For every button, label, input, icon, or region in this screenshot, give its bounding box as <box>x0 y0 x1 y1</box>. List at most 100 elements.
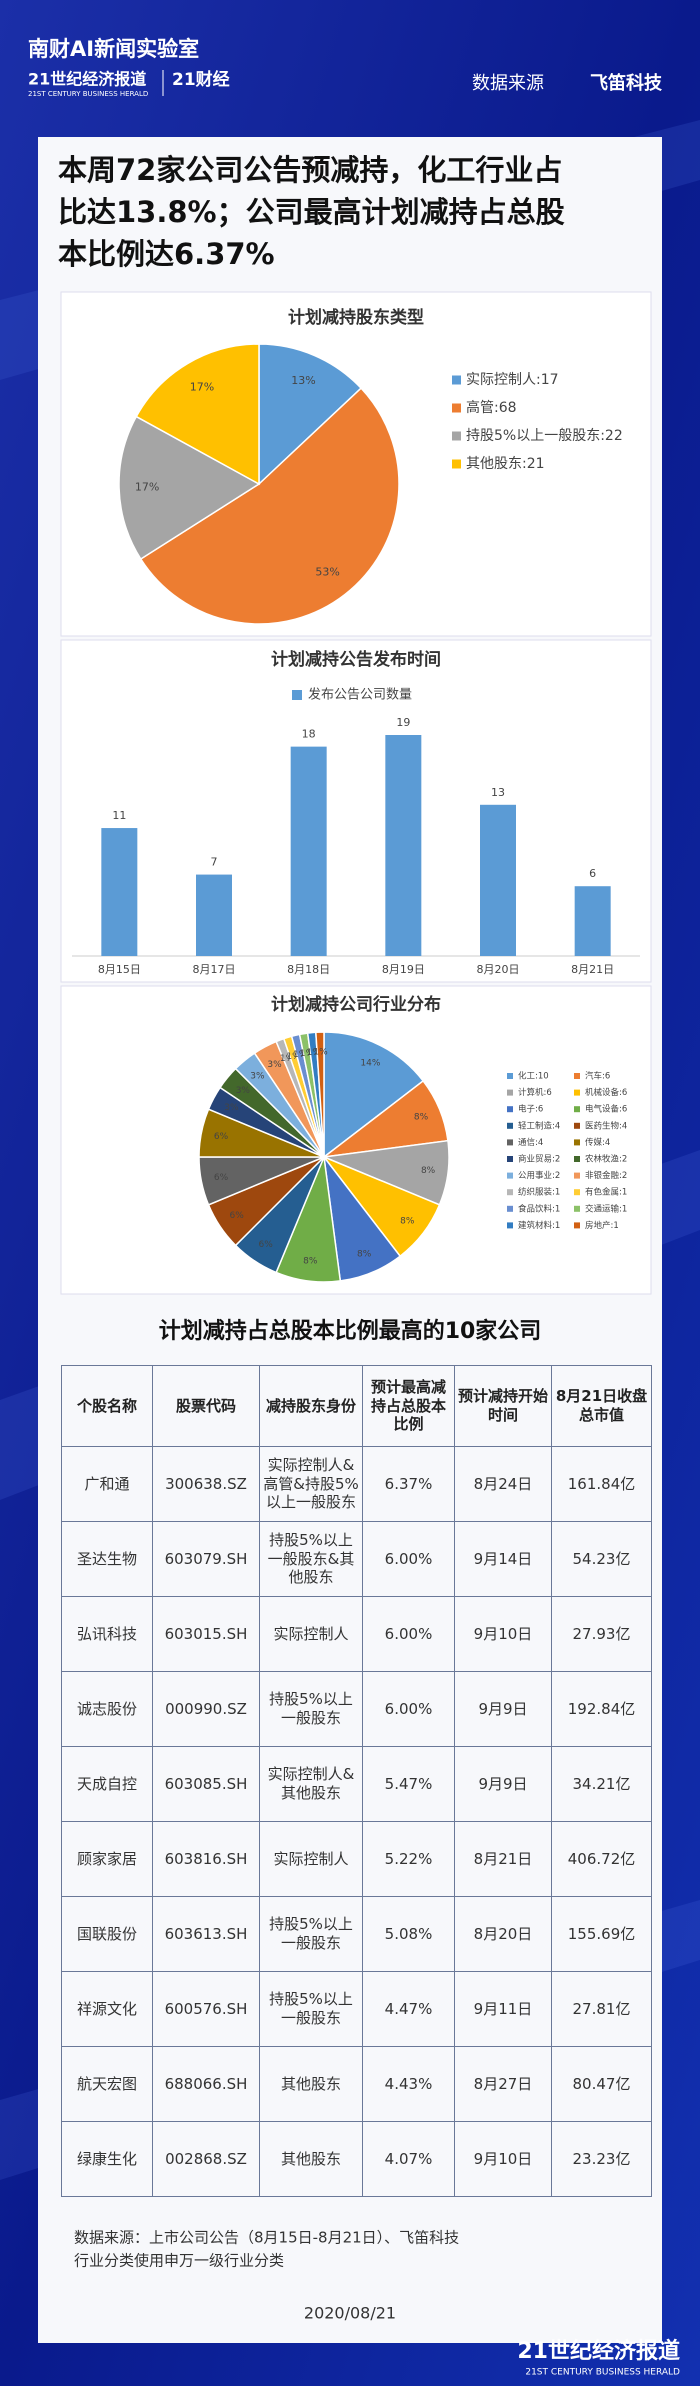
table-row: 顾家家居 603816.SH 实际控制人 5.22% 8月21日 406.72亿 <box>61 1821 652 1897</box>
data-table: 个股名称 股票代码 减持股东身份 预计最高减持占总股本比例 预计减持开始时间 8月21日收… <box>61 1365 652 2197</box>
table-cell: 9月11日 <box>454 1971 552 2047</box>
table-cell: 4.07% <box>362 2121 455 2197</box>
table-cell: 实际控制人&高管&持股5%以上一般股东 <box>259 1446 363 1522</box>
slice-label: 1% <box>286 1052 301 1062</box>
legend-swatch <box>574 1156 580 1162</box>
x-tick-label: 8月21日 <box>571 963 614 976</box>
table-row: 祥源文化 600576.SH 持股5%以上一般股东 4.47% 9月11日 27.81亿 <box>61 1971 652 2047</box>
legend-label: 化工:10 <box>518 1071 549 1082</box>
table-cell: 5.47% <box>362 1746 455 1822</box>
table-cell: 弘讯科技 <box>61 1596 153 1672</box>
slice-label: 14% <box>360 1058 380 1068</box>
slice-label: 1% <box>280 1054 295 1064</box>
table-cell: 6.00% <box>362 1596 455 1672</box>
bar <box>290 746 327 956</box>
slice-label: 1% <box>307 1048 322 1058</box>
bar <box>101 828 138 956</box>
bar-value: 13 <box>491 786 505 799</box>
table-cell: 4.43% <box>362 2046 455 2122</box>
pie-slice <box>315 1031 325 1158</box>
legend-swatch <box>574 1089 580 1096</box>
panel <box>60 639 652 983</box>
legend-label: 实际控制人:17 <box>466 372 559 388</box>
x-tick-label: 8月20日 <box>477 963 520 976</box>
table-row: 诚志股份 000990.SZ 持股5%以上一般股东 6.00% 9月9日 192.84亿 <box>61 1671 652 1747</box>
legend-label: 纺织服装:1 <box>518 1187 560 1198</box>
legend-swatch <box>507 1222 513 1229</box>
table-cell: 34.21亿 <box>551 1746 652 1822</box>
table-cell: 实际控制人&其他股东 <box>259 1746 363 1822</box>
column-header: 预计最高减持占总股本比例 <box>362 1365 455 1447</box>
table-cell: 祥源文化 <box>61 1971 153 2047</box>
watermark-en: 21ST CENTURY BUSINESS HERALD <box>525 2368 680 2378</box>
table-row: 弘讯科技 603015.SH 实际控制人 6.00% 9月10日 27.93亿 <box>61 1596 652 1672</box>
slice-label: 8% <box>357 1250 372 1260</box>
source-note: 数据来源：上市公司公告（8月15日-8月21日）、飞笛科技 <box>74 2229 459 2247</box>
legend-swatch <box>452 375 461 385</box>
table-cell: 9月14日 <box>454 1521 552 1597</box>
slice-label: 8% <box>414 1112 429 1122</box>
table-cell: 持股5%以上一般股东&其他股东 <box>259 1521 363 1597</box>
table-cell: 603816.SH <box>152 1821 260 1897</box>
legend-label: 高管:68 <box>466 399 517 416</box>
table-cell: 8月21日 <box>454 1821 552 1897</box>
slice-label: 13% <box>291 374 315 387</box>
legend-swatch <box>507 1189 513 1196</box>
table-cell: 8月20日 <box>454 1896 552 1972</box>
lab-name: 南财AI新闻实验室 <box>28 37 199 61</box>
table-cell: 天成自控 <box>61 1746 153 1822</box>
legend-swatch <box>452 459 461 469</box>
table-cell: 5.22% <box>362 1821 455 1897</box>
table-cell: 27.81亿 <box>551 1971 652 2047</box>
table-body: 广和通 300638.SZ 实际控制人&高管&持股5%以上一般股东 6.37% 8月24… <box>61 1446 652 2197</box>
slice-label: 17% <box>135 481 159 494</box>
slice-label: 1% <box>300 1049 315 1059</box>
legend-swatch <box>507 1106 513 1113</box>
table-cell: 406.72亿 <box>551 1821 652 1897</box>
table-cell: 诚志股份 <box>61 1671 153 1747</box>
table-cell: 绿康生化 <box>61 2121 153 2197</box>
table-cell: 顾家家居 <box>61 1821 153 1897</box>
legend-label: 房地产:1 <box>585 1220 619 1231</box>
table-cell: 192.84亿 <box>551 1671 652 1747</box>
legend-swatch <box>574 1222 580 1229</box>
slice-label: 53% <box>315 565 339 578</box>
table-row: 广和通 300638.SZ 实际控制人&高管&持股5%以上一般股东 6.37% 8月24… <box>61 1446 652 1522</box>
pie-slice <box>135 343 260 486</box>
source-brand: 飞笛科技 <box>590 72 663 94</box>
bar <box>480 804 516 956</box>
brand-en: 21ST CENTURY BUSINESS HERALD <box>28 90 148 98</box>
pie-slice <box>323 1031 425 1159</box>
table-cell: 6.37% <box>362 1446 455 1522</box>
table-cell: 155.69亿 <box>551 1896 652 1972</box>
title-line: 比达13.8%；公司最高计划减持占总股 <box>58 195 565 229</box>
legend-swatch <box>574 1139 580 1146</box>
slice-label: 3% <box>236 1086 251 1096</box>
legend-label: 计算机:6 <box>518 1087 552 1098</box>
table-row: 天成自控 603085.SH 实际控制人&其他股东 5.47% 9月9日 34.21亿 <box>61 1746 652 1822</box>
bar-value: 19 <box>396 716 410 729</box>
chart-title: 计划减持股东类型 <box>288 307 424 328</box>
table-row: 航天宏图 688066.SH 其他股东 4.43% 8月27日 80.47亿 <box>61 2046 652 2122</box>
pie-slice <box>139 387 400 625</box>
table-cell: 6.00% <box>362 1671 455 1747</box>
legend-label: 农林牧渔:2 <box>585 1154 627 1165</box>
legend-swatch <box>507 1073 513 1079</box>
table-cell: 23.23亿 <box>551 2121 652 2197</box>
legend-label: 医药生物:4 <box>585 1120 627 1131</box>
table-cell: 持股5%以上一般股东 <box>259 1671 363 1747</box>
table-cell: 6.00% <box>362 1521 455 1597</box>
chart-title: 计划减持公告发布时间 <box>271 649 441 670</box>
slice-label: 8% <box>400 1216 415 1226</box>
pie-slice <box>118 415 261 561</box>
table-cell: 603613.SH <box>152 1896 260 1972</box>
brand: 21世纪经济报道 <box>28 70 146 89</box>
title-line: 本周72家公司公告预减持，化工行业占 <box>58 153 562 187</box>
legend-label: 有色金属:1 <box>585 1187 627 1198</box>
bar <box>385 735 422 956</box>
bar-value: 7 <box>211 856 218 869</box>
slice-label: 3% <box>250 1071 265 1081</box>
legend-label: 商业贸易:2 <box>518 1154 560 1165</box>
table-cell: 27.93亿 <box>551 1596 652 1672</box>
table-title: 计划减持占总股本比例最高的10家公司 <box>159 1318 542 1344</box>
